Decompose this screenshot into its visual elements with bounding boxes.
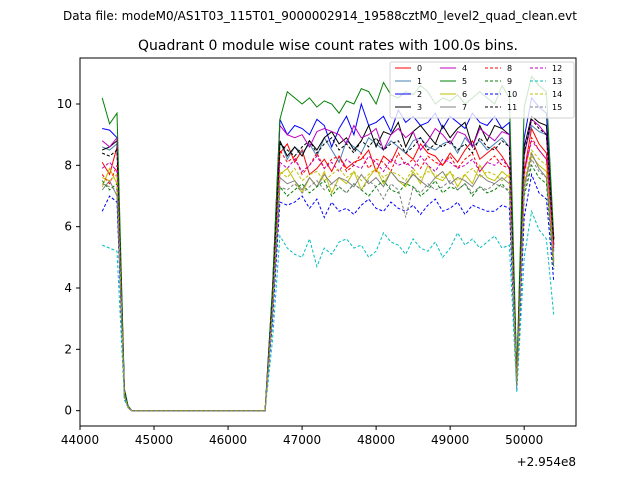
legend-label: 3: [417, 103, 422, 112]
series-lines: [101, 75, 555, 412]
legend-label: 7: [462, 103, 467, 112]
legend-label: 13: [552, 77, 562, 86]
legend-entry-8: 8: [485, 64, 512, 73]
x-tick-label: 50000: [505, 433, 543, 447]
legend-entry-4: 4: [440, 64, 467, 73]
y-axis: 0 2 4 6 8 10: [57, 97, 80, 418]
legend-entry-7: 7: [440, 103, 467, 112]
legend-label: 14: [552, 90, 562, 99]
legend-entry-11: 11: [485, 103, 517, 112]
y-tick-label: 2: [64, 342, 72, 356]
legend-entry-13: 13: [530, 77, 562, 86]
y-tick-label: 8: [64, 158, 72, 172]
legend-entry-5: 5: [440, 77, 467, 86]
x-tick-label: 44000: [61, 433, 99, 447]
legend-label: 6: [462, 90, 467, 99]
series-line-15: [102, 157, 555, 412]
chart-title: Quadrant 0 module wise count rates with …: [138, 38, 518, 54]
x-tick-label: 45000: [135, 433, 173, 447]
legend-label: 5: [462, 77, 467, 86]
legend-entry-3: 3: [395, 103, 422, 112]
legend-box: [389, 61, 575, 119]
axes-frame: [79, 57, 577, 427]
x-axis: 44000 45000 46000 47000 48000 49000 50000: [61, 426, 543, 447]
legend-entry-12: 12: [530, 64, 562, 73]
legend-entry-6: 6: [440, 90, 467, 99]
x-offset-label: +2.954e8: [517, 455, 576, 469]
y-tick-label: 0: [64, 404, 72, 418]
legend-label: 10: [507, 90, 517, 99]
legend-entry-10: 10: [485, 90, 517, 99]
legend-label: 9: [507, 77, 512, 86]
legend-label: 1: [417, 77, 422, 86]
legend-label: 8: [507, 64, 512, 73]
y-tick-label: 10: [57, 97, 72, 111]
x-tick-label: 48000: [357, 433, 395, 447]
y-tick-label: 4: [64, 281, 72, 295]
legend-label: 12: [552, 64, 562, 73]
legend-label: 0: [417, 64, 422, 73]
legend-label: 11: [507, 103, 517, 112]
suptitle: Data file: modeM0/AS1T03_115T01_90000029…: [63, 9, 577, 23]
legend-label: 4: [462, 64, 467, 73]
y-tick-label: 6: [64, 220, 72, 234]
legend-label: 2: [417, 90, 422, 99]
legend-entry-1: 1: [395, 77, 422, 86]
x-tick-label: 46000: [209, 433, 247, 447]
legend-entry-2: 2: [395, 90, 422, 99]
legend-entry-15: 15: [530, 103, 562, 112]
legend-entry-0: 0: [395, 64, 422, 73]
legend-entry-14: 14: [530, 90, 562, 99]
series-line-14: [102, 148, 555, 412]
legend-label: 15: [552, 103, 562, 112]
x-tick-label: 49000: [431, 433, 469, 447]
x-tick-label: 47000: [283, 433, 321, 447]
legend-entry-9: 9: [485, 77, 512, 86]
